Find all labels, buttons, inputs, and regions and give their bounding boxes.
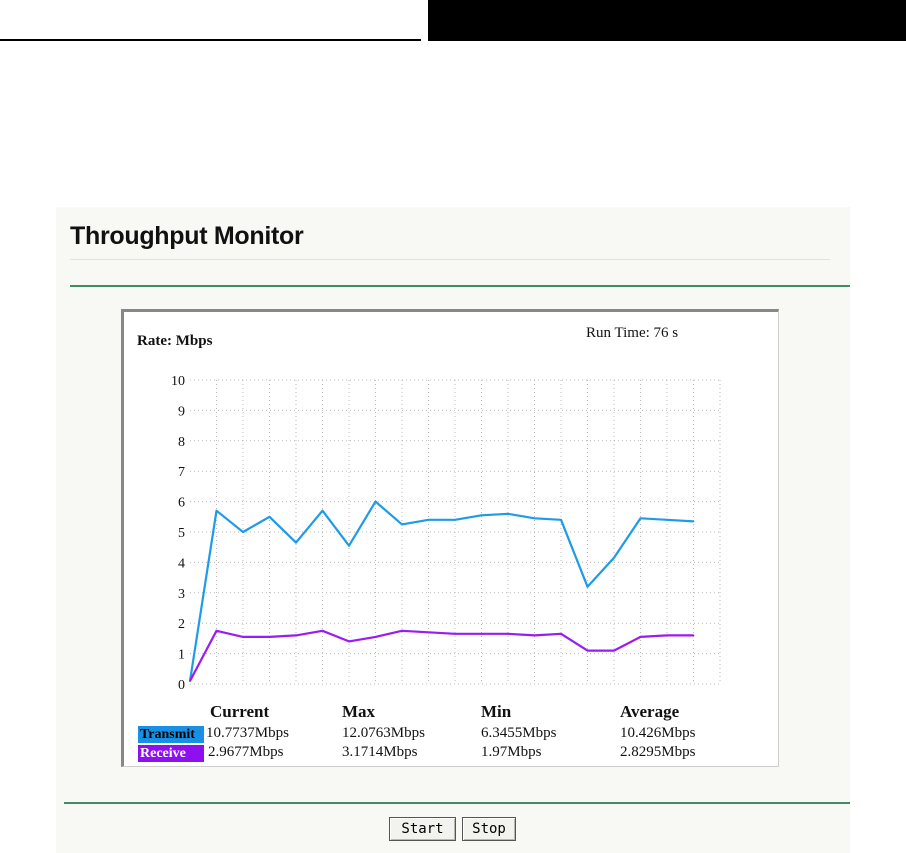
data-point-transmit	[242, 531, 244, 533]
series-line-receive	[189, 629, 694, 682]
data-point-transmit	[401, 523, 403, 526]
data-point-receive	[295, 634, 297, 637]
run-time-label: Run Time:	[586, 325, 650, 341]
data-point-transmit	[295, 541, 297, 544]
data-point-transmit	[533, 517, 536, 520]
y-tick-label: 8	[178, 435, 185, 450]
data-point-transmit	[560, 518, 562, 521]
monitor-box	[121, 309, 779, 767]
run-time-value: 76 s	[653, 325, 679, 341]
data-point-receive	[507, 632, 509, 635]
y-tick-label: 5	[178, 526, 185, 541]
receive-min: 1.97Mbps	[481, 744, 542, 760]
data-point-receive	[613, 649, 615, 652]
transmit-max: 12.0763Mbps	[342, 725, 425, 741]
start-button[interactable]: Start	[389, 817, 456, 841]
stop-button[interactable]: Stop	[462, 817, 516, 841]
data-point-receive	[348, 640, 350, 643]
transmit-legend: Transmit	[138, 726, 204, 743]
transmit-average: 10.426Mbps	[620, 725, 696, 741]
y-tick-label: 6	[178, 496, 185, 511]
data-point-receive	[586, 649, 589, 652]
receive-average: 2.8295Mbps	[620, 744, 696, 760]
y-tick-label: 1	[178, 648, 185, 663]
run-time: Run Time: 76 s	[586, 325, 678, 342]
data-point-receive	[427, 631, 430, 634]
header-current: Current	[210, 702, 270, 721]
page-title: Throughput Monitor	[70, 222, 304, 250]
data-point-transmit	[215, 509, 218, 512]
header-max: Max	[342, 702, 376, 721]
header-black-bar	[428, 0, 906, 41]
series-line-transmit	[188, 500, 694, 682]
data-point-receive	[321, 629, 324, 632]
data-point-transmit	[639, 517, 642, 520]
data-point-receive	[454, 632, 456, 635]
data-point-transmit	[427, 518, 430, 521]
data-point-receive	[692, 634, 695, 637]
data-point-transmit	[613, 556, 615, 559]
header-rule	[0, 39, 421, 41]
receive-current: 2.9677Mbps	[208, 744, 284, 760]
y-tick-label: 3	[178, 587, 185, 602]
data-point-receive	[533, 634, 536, 637]
data-point-transmit	[666, 518, 668, 521]
header-min: Min	[481, 702, 512, 721]
receive-max: 3.1714Mbps	[342, 744, 418, 760]
data-point-transmit	[586, 585, 589, 588]
data-point-receive	[401, 629, 403, 632]
header-average: Average	[620, 702, 680, 721]
transmit-current: 10.7737Mbps	[206, 725, 289, 741]
data-point-receive	[268, 635, 271, 638]
rate-label: Rate: Mbps	[137, 333, 213, 349]
y-tick-label: 10	[171, 374, 185, 389]
data-point-transmit	[321, 509, 324, 512]
y-tick-label: 0	[178, 678, 185, 693]
y-tick-label: 9	[178, 404, 185, 419]
receive-legend: Receive	[138, 745, 204, 762]
data-point-transmit	[692, 520, 695, 523]
data-point-receive	[242, 635, 244, 638]
data-point-receive	[666, 634, 668, 637]
data-point-transmit	[374, 500, 377, 503]
y-tick-label: 7	[178, 465, 185, 480]
data-point-transmit	[268, 515, 271, 518]
data-point-transmit	[480, 514, 483, 517]
divider-bottom	[64, 802, 850, 804]
divider-top	[70, 285, 850, 287]
data-point-receive	[374, 635, 377, 638]
data-point-transmit	[348, 544, 350, 547]
data-point-transmit	[507, 512, 509, 515]
data-point-receive	[189, 680, 191, 682]
y-tick-label: 2	[178, 617, 185, 632]
data-point-receive	[215, 629, 218, 632]
data-point-receive	[639, 635, 642, 638]
data-point-receive	[560, 632, 562, 635]
transmit-min: 6.3455Mbps	[481, 725, 557, 741]
data-point-transmit	[454, 518, 456, 521]
data-point-receive	[480, 632, 483, 635]
y-tick-label: 4	[178, 556, 185, 571]
title-underline	[70, 259, 830, 260]
